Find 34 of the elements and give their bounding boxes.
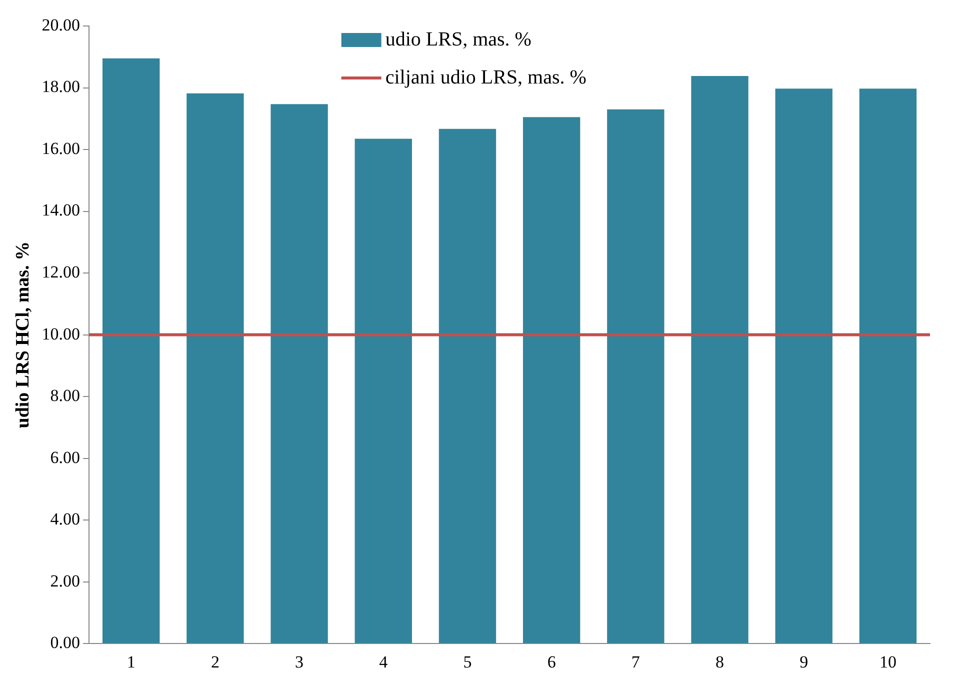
bar bbox=[775, 88, 832, 644]
bar bbox=[354, 138, 412, 644]
bar bbox=[186, 93, 244, 644]
x-tick-label: 1 bbox=[126, 652, 136, 672]
legend-label: ciljani udio LRS, mas. % bbox=[385, 66, 586, 88]
x-tick-label: 10 bbox=[879, 652, 896, 672]
y-tick-label: 2.00 bbox=[50, 571, 80, 590]
bar bbox=[522, 117, 580, 644]
legend-label: udio LRS, mas. % bbox=[385, 28, 532, 50]
bar bbox=[270, 104, 328, 644]
y-tick-label: 6.00 bbox=[50, 448, 80, 467]
x-tick-label: 5 bbox=[463, 652, 472, 672]
x-tick-label: 7 bbox=[631, 652, 640, 672]
bar bbox=[859, 88, 917, 644]
y-tick-label: 8.00 bbox=[50, 386, 80, 406]
x-tick-label: 4 bbox=[379, 652, 388, 672]
y-tick-label: 16.00 bbox=[42, 138, 80, 158]
x-tick-label: 8 bbox=[716, 652, 724, 672]
y-tick-label: 10.00 bbox=[42, 324, 80, 344]
bar bbox=[691, 76, 748, 644]
bar bbox=[438, 128, 496, 644]
y-axis-title: udio LRS HCl, mas. % bbox=[12, 241, 34, 428]
y-tick-label: 0.00 bbox=[50, 633, 80, 652]
bar bbox=[607, 109, 664, 644]
x-tick-label: 6 bbox=[547, 652, 556, 672]
x-tick-label: 9 bbox=[800, 652, 808, 672]
x-tick-label: 2 bbox=[210, 652, 220, 672]
y-tick-label: 20.00 bbox=[42, 15, 80, 34]
y-tick-label: 18.00 bbox=[42, 77, 80, 96]
y-tick-label: 12.00 bbox=[42, 262, 80, 282]
x-tick-label: 3 bbox=[295, 652, 304, 672]
y-tick-label: 4.00 bbox=[50, 510, 80, 529]
y-tick-label: 14.00 bbox=[42, 200, 80, 220]
bar bbox=[102, 58, 160, 644]
